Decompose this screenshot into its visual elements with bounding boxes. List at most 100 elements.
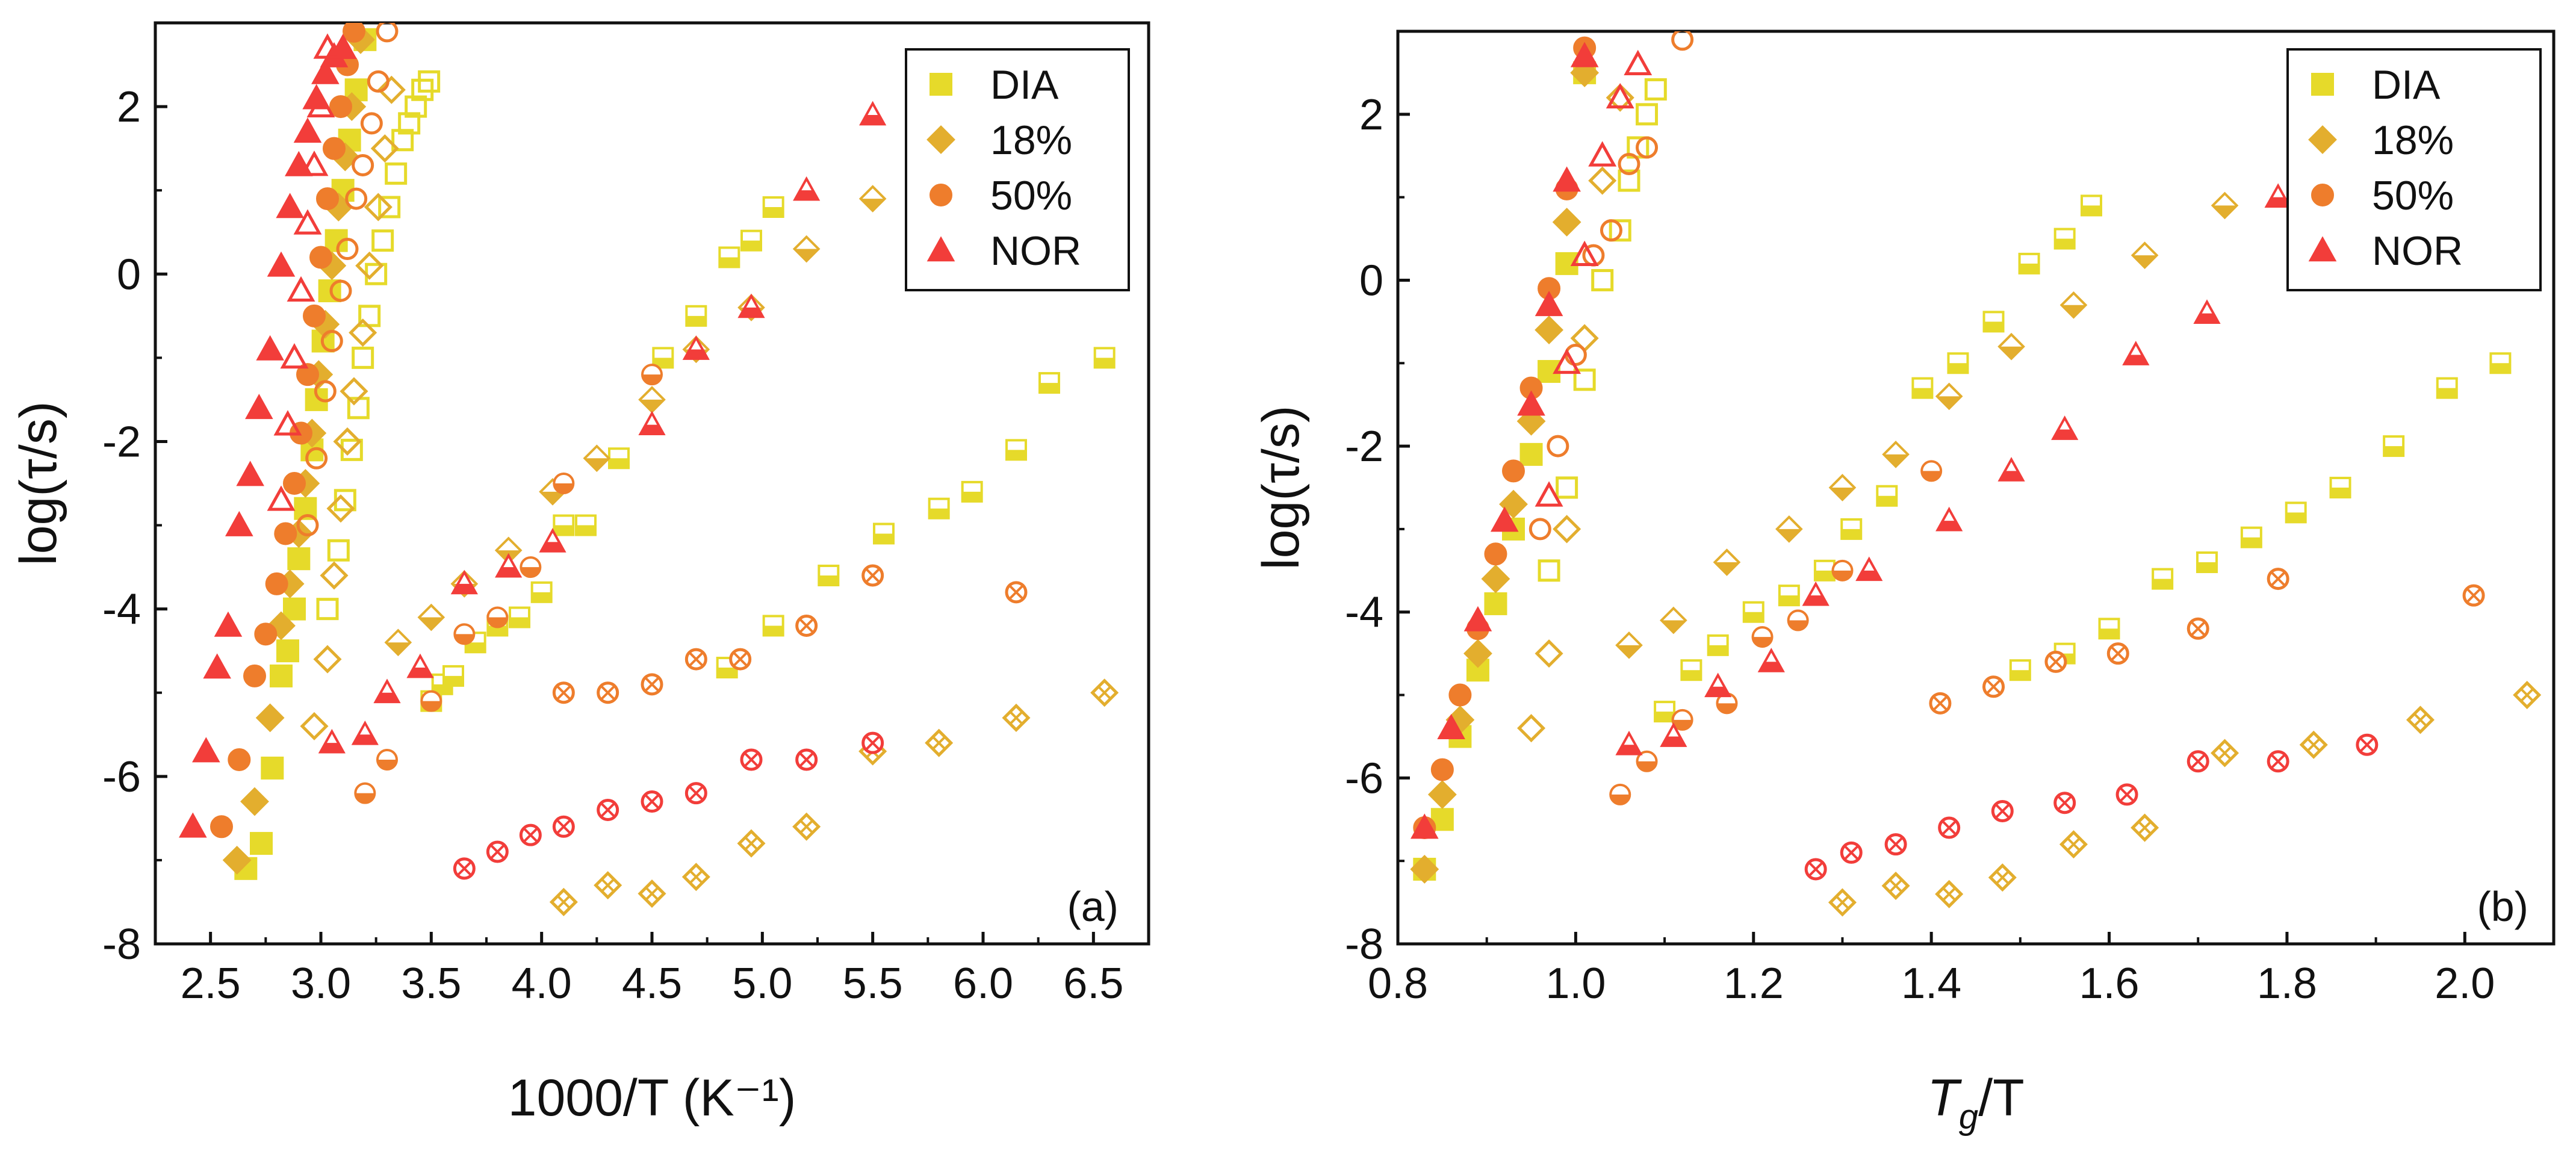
panel-b-point-NOR-beta-half	[1997, 457, 2025, 482]
panel-b-point-NOR-beta-half	[1660, 722, 1687, 747]
panel-a-point-DIA-beta-half	[442, 665, 464, 687]
panel-a-point-NOR-beta-open	[306, 91, 335, 117]
panel-b-point-50pct-beta-half	[1787, 609, 1809, 631]
panel-b-point-50pct-gamma	[1982, 675, 2005, 698]
panel-b-point-DIA-gamma	[2098, 618, 2120, 640]
panel-a-y-tick-label: 2	[117, 83, 141, 131]
panel-a-point-50pct-alpha	[283, 472, 306, 495]
panel-b-point-18pct-beta-half	[1997, 332, 2025, 361]
panel-b-point-NOR-beta-half	[2264, 183, 2292, 208]
panel-b-y-tick-label: -6	[1345, 754, 1383, 802]
panel-a-point-DIA-beta-half	[553, 514, 575, 536]
panel-a-y-tick-label: 0	[117, 250, 141, 299]
panel-b-panel-label: (b)	[2477, 883, 2528, 930]
panel-b-point-DIA-beta-half	[1654, 701, 1676, 723]
panel-a-point-18pct-beta-open	[349, 318, 377, 347]
panel-b-point-50pct-alpha	[1430, 758, 1454, 781]
panel-a-point-50pct-gamma	[861, 564, 884, 587]
panel-a-point-18pct-gamma	[1090, 678, 1119, 707]
panel-a-legend-label: 50%	[990, 173, 1072, 219]
panel-b-point-18pct-gamma	[1881, 871, 1910, 901]
panel-a-point-18pct-beta-half	[858, 185, 887, 212]
panel-b-point-DIA-beta-open	[1636, 103, 1659, 126]
panel-a-point-NOR-gamma	[861, 731, 884, 754]
panel-a-point-50pct-beta-open	[360, 112, 383, 135]
panel-b-point-NOR-alpha	[1570, 42, 1599, 67]
panel-a-y-tick-label: -8	[102, 920, 141, 969]
panel-a-point-50pct-alpha	[296, 363, 319, 386]
panel-a-point-DIA-beta-open	[418, 70, 441, 93]
panel-a-point-NOR-gamma	[519, 823, 542, 846]
panel-b-legend-label: NOR	[2372, 228, 2463, 274]
panel-a-point-50pct-beta-open	[296, 514, 319, 537]
panel-a-point-50pct-beta-open	[376, 23, 399, 43]
panel-a-point-DIA-beta-open	[378, 196, 401, 219]
panel-b-point-NOR-alpha	[1411, 813, 1439, 839]
panel-b-point-NOR-beta-half	[1615, 730, 1643, 755]
panel-b-x-axis-title-main: T	[1927, 1069, 1962, 1127]
panel-a-point-18pct-gamma	[925, 728, 954, 757]
panel-b-point-NOR-gamma	[1884, 833, 1907, 856]
panel-a-point-DIA-alpha	[283, 597, 306, 621]
panel-a-point-DIA-beta-open	[405, 95, 427, 118]
panel-a-point-NOR-beta-half	[318, 728, 346, 754]
panel-b-point-18pct-gamma	[1935, 879, 1964, 908]
panel-b-point-50pct-alpha	[1502, 459, 1525, 483]
panel-a-point-18pct-beta-open	[340, 377, 368, 406]
panel-b-point-DIA-beta-half	[1778, 585, 1800, 607]
panel-b-point-DIA-beta-open	[1573, 368, 1596, 391]
panel-b-point-NOR-beta-half	[2051, 415, 2079, 440]
panel-a-point-18pct-beta-half	[583, 444, 611, 473]
panel-a-x-tick-label: 4.5	[622, 960, 682, 1008]
panel-a-point-50pct-beta-half	[453, 623, 476, 645]
panel-a-point-50pct-alpha	[254, 622, 278, 646]
panel-a-point-NOR-gamma	[597, 798, 619, 821]
panel-b-point-DIA-beta-open	[1591, 268, 1614, 291]
panel-a-point-NOR-alpha	[214, 611, 243, 637]
panel-b-point-DIA-alpha	[1519, 442, 1543, 466]
panel-a-x-tick-label: 3.0	[291, 960, 351, 1008]
panel-b-point-DIA-beta-open	[1618, 169, 1640, 192]
panel-a-point-DIA-beta-half	[530, 581, 553, 603]
panel-a-point-DIA-alpha	[261, 756, 284, 780]
panel-b-point-50pct-beta-open	[1547, 435, 1569, 457]
panel-a-point-50pct-gamma	[684, 648, 707, 671]
panel-a-point-NOR-alpha	[203, 653, 231, 679]
panel-a-point-18pct-gamma	[638, 879, 666, 908]
panel-a-point-NOR-gamma	[684, 782, 707, 805]
panel-b-plot-frame	[1396, 29, 2556, 946]
panel-b-point-18pct-beta-half	[1713, 548, 1741, 576]
panel-b-point-18pct-gamma	[2059, 830, 2088, 859]
panel-a-point-50pct-beta-open	[329, 279, 352, 302]
panel-a-point-NOR-alpha	[311, 58, 340, 84]
panel-b-point-DIA-beta-half	[1982, 311, 2005, 333]
panel-b-point-DIA-gamma	[2329, 477, 2351, 498]
panel-b-point-50pct-beta-half	[1636, 750, 1658, 772]
panel-b-point-DIA-alpha	[1484, 592, 1507, 615]
panel-a-point-DIA-beta-open	[385, 162, 408, 185]
panel-b-point-18pct-beta-open	[1535, 639, 1563, 668]
panel-b-point-18pct-beta-half	[1828, 474, 1857, 501]
panel-b-point-DIA-beta-open	[1538, 559, 1560, 582]
panel-a-point-NOR-beta-open	[300, 150, 329, 176]
panel-a-point-DIA-beta-open	[371, 229, 394, 252]
panel-a-legend-marker	[930, 73, 952, 96]
panel-a-point-50pct-alpha	[303, 304, 326, 327]
panel-a-point-NOR-gamma	[641, 790, 663, 813]
panel-a-point-50pct-alpha	[210, 815, 233, 839]
panel-a-point-50pct-beta-open	[314, 380, 337, 403]
panel-a-point-DIA-beta-open	[365, 262, 388, 285]
panel-a-point-18pct-beta-half	[494, 536, 523, 565]
panel-b-point-NOR-beta-open	[1553, 348, 1581, 374]
panel-b-point-18pct-beta-half	[2211, 191, 2239, 220]
panel-b-x-tick-label: 1.8	[2257, 960, 2317, 1008]
panel-a-point-50pct-alpha	[274, 522, 297, 545]
panel-a-point-18pct-beta-open	[333, 427, 362, 456]
panel-b-point-NOR-beta-open	[1624, 49, 1653, 75]
panel-b-point-DIA-beta-half	[1742, 601, 1764, 623]
panel-a-point-18pct-beta-open	[364, 193, 393, 222]
panel-b-point-NOR-alpha	[1437, 714, 1465, 739]
panel-b-x-tick-label: 2.0	[2435, 960, 2495, 1008]
panel-b-point-DIA-gamma	[2285, 501, 2307, 524]
panel-a-point-50pct-alpha	[309, 246, 332, 269]
